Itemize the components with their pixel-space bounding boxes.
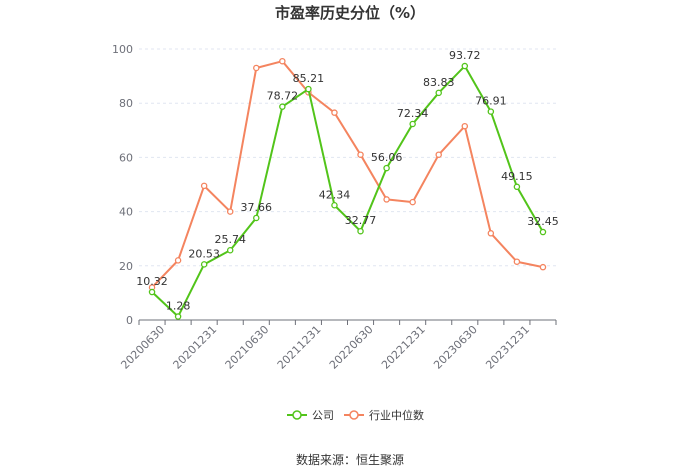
data-point[interactable] (383, 164, 390, 172)
data-label: 10.32 (136, 275, 168, 288)
data-point[interactable] (226, 246, 234, 254)
x-tick-label: 20200630 (118, 323, 167, 372)
data-point[interactable] (409, 198, 416, 206)
data-label: 42.34 (319, 188, 351, 201)
x-tick-label: 20220630 (327, 323, 376, 372)
data-point[interactable] (226, 208, 234, 215)
data-point[interactable] (331, 109, 338, 116)
data-point[interactable] (174, 257, 182, 264)
x-tick-label: 20231231 (483, 323, 532, 372)
data-label: 56.06 (371, 151, 403, 164)
data-label: 78.72 (267, 90, 299, 103)
y-tick-label: 80 (119, 97, 133, 110)
series-line (151, 60, 544, 289)
data-label: 83.83 (423, 76, 455, 89)
data-point[interactable] (200, 182, 208, 190)
legend-label: 行业中位数 (369, 408, 424, 422)
data-label: 1.28 (166, 300, 191, 313)
data-point[interactable] (305, 85, 312, 93)
data-point[interactable] (461, 62, 469, 70)
data-point[interactable] (357, 151, 364, 158)
data-point[interactable] (148, 288, 156, 296)
legend-item-company[interactable]: 公司 (287, 409, 334, 422)
x-tick-label: 20210630 (223, 323, 272, 372)
data-point[interactable] (409, 120, 416, 128)
data-label: 76.91 (475, 95, 507, 108)
x-tick-label: 20211231 (275, 323, 324, 372)
data-point[interactable] (383, 196, 390, 203)
data-point[interactable] (279, 103, 286, 110)
data-point[interactable] (174, 313, 182, 320)
data-point[interactable] (513, 183, 521, 191)
data-point[interactable] (435, 89, 442, 97)
x-tick-label: 20230630 (431, 323, 480, 372)
y-tick-label: 40 (119, 206, 133, 219)
data-label: 72.34 (397, 107, 429, 120)
legend-swatch-marker (349, 410, 359, 420)
data-point[interactable] (435, 151, 442, 158)
data-label: 32.77 (345, 214, 377, 227)
data-point[interactable] (331, 202, 338, 209)
data-point[interactable] (461, 122, 469, 130)
data-point[interactable] (200, 261, 208, 268)
x-tick-label: 20201231 (171, 323, 220, 372)
data-point[interactable] (253, 64, 260, 72)
series-company (148, 62, 547, 320)
data-point[interactable] (539, 228, 547, 236)
data-label: 85.21 (293, 72, 325, 85)
y-tick-label: 100 (112, 43, 133, 56)
legend-swatch-marker (292, 410, 302, 420)
data-point[interactable] (487, 230, 495, 237)
x-axis: 20200630 20201231 20210630 20211231 20220630… (118, 319, 557, 372)
legend-item-industry-median[interactable]: 行业中位数 (344, 408, 424, 422)
series-line (151, 65, 544, 318)
data-label: 20.53 (188, 247, 220, 260)
y-tick-label: 60 (119, 151, 133, 164)
y-axis: 0 20 40 60 80 100 (112, 43, 133, 327)
data-source: 数据来源：恒生聚源 (296, 452, 404, 467)
data-point[interactable] (513, 258, 521, 265)
x-tick-label: 20221231 (379, 323, 428, 372)
data-point[interactable] (539, 263, 547, 271)
legend: 公司 行业中位数 (287, 408, 424, 422)
legend-label: 公司 (312, 409, 334, 422)
data-point[interactable] (253, 214, 260, 222)
data-label: 93.72 (449, 49, 481, 62)
series-layer (148, 57, 547, 320)
data-label: 37.66 (241, 201, 273, 214)
chart-title: 市盈率历史分位（%） (275, 4, 425, 22)
y-tick-label: 0 (126, 314, 133, 327)
data-label: 49.15 (501, 170, 533, 183)
data-label: 32.45 (527, 215, 559, 228)
data-point[interactable] (357, 227, 364, 235)
data-point[interactable] (487, 108, 495, 115)
data-label: 25.74 (214, 233, 246, 246)
y-tick-label: 20 (119, 260, 133, 273)
data-point[interactable] (279, 57, 286, 65)
